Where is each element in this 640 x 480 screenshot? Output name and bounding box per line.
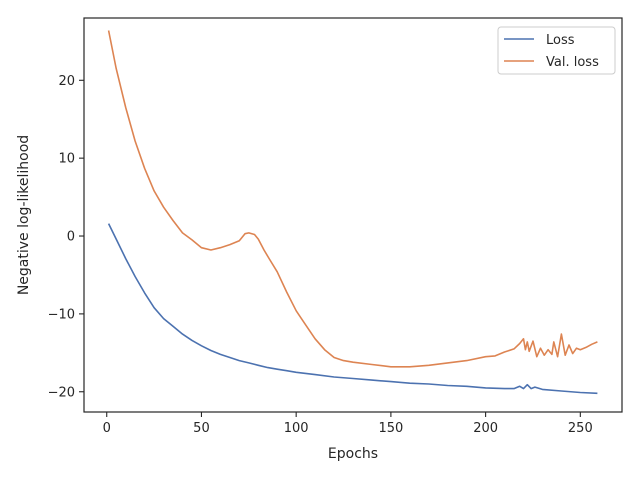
x-tick-label: 150 xyxy=(378,421,403,436)
y-tick-label: 20 xyxy=(58,74,75,89)
plot-lines xyxy=(107,30,598,395)
x-tick-label: 250 xyxy=(568,421,593,436)
x-tick-label: 50 xyxy=(193,421,210,436)
series-line-1 xyxy=(107,223,598,395)
y-tick-label: 0 xyxy=(67,230,75,245)
x-tick-label: 100 xyxy=(284,421,309,436)
legend-label-1: Loss xyxy=(546,33,575,48)
plot-frame xyxy=(83,17,623,413)
y-tick-label: −10 xyxy=(48,307,75,322)
x-tick-label: 200 xyxy=(473,421,498,436)
x-tick-label: 0 xyxy=(103,421,111,436)
y-tick-label: −20 xyxy=(48,385,75,400)
y-tick-label: 10 xyxy=(58,152,75,167)
x-axis-title: Epochs xyxy=(328,446,378,462)
series-line-2 xyxy=(107,30,598,368)
legend-label-2: Val. loss xyxy=(546,55,599,70)
y-axis-title: Negative log-likelihood xyxy=(16,135,32,295)
x-axis: 0 50 100 150 200 250 xyxy=(103,412,593,436)
legend: Loss Val. loss xyxy=(497,26,616,75)
y-axis: −20 −10 0 10 20 xyxy=(48,74,84,400)
